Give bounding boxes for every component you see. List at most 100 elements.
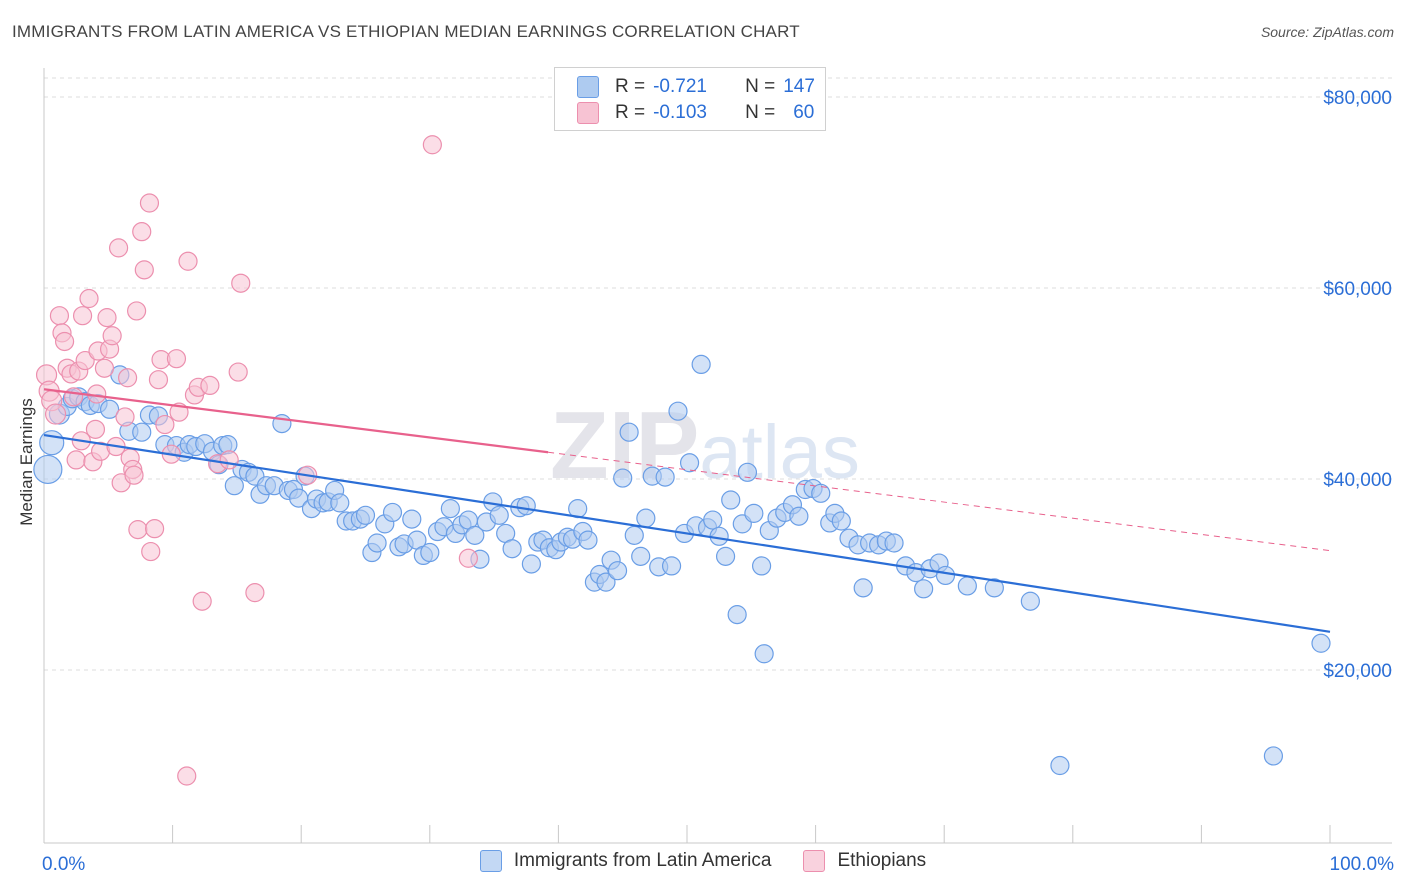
ethiopian-point xyxy=(54,331,75,352)
legend-n-value: 60 xyxy=(793,102,815,123)
latin-america-point xyxy=(402,509,422,529)
ethiopian-point xyxy=(124,465,144,485)
stats-legend: R = -0.721 N = 147 R = -0.103 N = 60 xyxy=(554,67,826,131)
latin-america-point xyxy=(613,468,633,488)
legend-n-label: N = xyxy=(745,76,776,97)
y-axis-label: Median Earnings xyxy=(17,398,36,526)
latin-america-point xyxy=(624,525,644,545)
latin-america-point xyxy=(935,565,956,586)
latin-america-point xyxy=(737,462,758,482)
chart-title: IMMIGRANTS FROM LATIN AMERICA VS ETHIOPI… xyxy=(12,22,800,41)
legend-item-latin-america: Immigrants from Latin America xyxy=(479,850,772,872)
legend-r-label: R = xyxy=(615,102,646,123)
latin-america-point xyxy=(754,644,774,664)
ethiopian-point xyxy=(134,260,154,280)
legend-n-value: 147 xyxy=(783,76,815,97)
ethiopian-point xyxy=(102,326,122,346)
legend-row-latin-america: R = -0.721 N = 147 xyxy=(577,75,815,99)
latin-america-point xyxy=(619,422,639,442)
x-tick-label: 100.0% xyxy=(1330,854,1395,875)
latin-america-point xyxy=(516,496,536,516)
latin-america-point xyxy=(831,511,851,531)
latin-america-point xyxy=(440,499,460,519)
latin-america-point xyxy=(1020,591,1040,611)
ethiopian-point xyxy=(72,306,93,326)
latin-america-point xyxy=(727,605,747,625)
latin-america-point xyxy=(721,490,741,510)
legend-swatch-latin-america xyxy=(577,76,599,98)
latin-america-point xyxy=(668,401,688,421)
ethiopian-point xyxy=(66,450,86,470)
ethiopian-point xyxy=(192,591,212,611)
ethiopian-point xyxy=(422,135,442,155)
legend-swatch-ethiopians xyxy=(577,102,599,124)
ethiopian-point xyxy=(200,375,220,396)
latin-america-point xyxy=(382,502,403,523)
y-tick-label: $20,000 xyxy=(1323,661,1392,682)
latin-america-point xyxy=(884,533,904,553)
ethiopian-point xyxy=(115,407,135,427)
latin-america-point xyxy=(853,578,873,598)
latin-america-point xyxy=(1311,633,1331,653)
legend-swatch-ethiopians xyxy=(803,850,826,872)
latin-america-point xyxy=(703,510,723,530)
legend-r-label: R = xyxy=(615,76,646,97)
legend-r-value: -0.103 xyxy=(653,102,707,123)
legend-item-ethiopians: Ethiopians xyxy=(803,850,926,872)
latin-america-point xyxy=(367,533,387,553)
y-tick-label: $60,000 xyxy=(1323,279,1392,300)
latin-america-point xyxy=(751,556,772,576)
latin-america-point xyxy=(636,508,656,528)
latin-america-point xyxy=(744,503,764,523)
latin-america-point xyxy=(914,579,934,599)
latin-america-point xyxy=(330,493,350,513)
ethiopian-point xyxy=(108,238,129,258)
ethiopian-point xyxy=(144,519,165,539)
trend-line-latin-america xyxy=(43,433,1331,633)
latin-america-point xyxy=(811,483,831,503)
latin-america-point xyxy=(789,506,809,526)
latin-america-point xyxy=(502,539,522,559)
latin-america-point xyxy=(1263,746,1284,766)
ethiopian-point xyxy=(177,766,197,786)
ethiopian-point xyxy=(132,222,152,242)
legend-row-ethiopians: R = -0.103 N = 60 xyxy=(577,101,814,125)
ethiopian-point xyxy=(79,288,99,309)
latin-america-point xyxy=(39,430,65,456)
legend-label-ethiopians: Ethiopians xyxy=(837,850,927,871)
trend-line-ethiopians xyxy=(43,388,549,454)
ethiopian-point xyxy=(141,541,161,562)
ethiopian-point xyxy=(178,251,198,271)
series-ethiopians-points xyxy=(35,135,478,786)
ethiopian-point xyxy=(117,368,138,388)
latin-america-point xyxy=(489,505,509,525)
ethiopian-point xyxy=(97,308,117,328)
ethiopian-point xyxy=(75,350,95,371)
latin-america-point xyxy=(132,422,152,442)
ethiopian-point xyxy=(166,349,187,369)
legend-label-latin-america: Immigrants from Latin America xyxy=(513,850,772,871)
latin-america-point xyxy=(596,572,616,592)
ethiopian-point xyxy=(231,273,251,293)
ethiopian-point xyxy=(126,301,147,321)
latin-america-point xyxy=(984,578,1004,598)
latin-america-point xyxy=(420,542,440,563)
latin-america-point xyxy=(99,399,120,419)
latin-america-point xyxy=(607,561,628,581)
latin-america-point xyxy=(957,576,977,596)
legend-r-value: -0.721 xyxy=(653,76,707,97)
x-tick-label: 0.0% xyxy=(42,854,85,875)
ethiopian-point xyxy=(44,403,67,425)
latin-america-point xyxy=(355,505,376,525)
ethiopian-point xyxy=(155,414,175,435)
latin-america-point xyxy=(715,546,736,566)
y-tick-label: $80,000 xyxy=(1323,88,1392,109)
latin-america-point xyxy=(224,476,244,496)
latin-america-point xyxy=(578,530,598,550)
ethiopian-point xyxy=(94,358,115,378)
ethiopian-point xyxy=(63,387,84,407)
latin-america-point xyxy=(631,546,651,566)
latin-america-point xyxy=(465,525,485,545)
latin-america-point xyxy=(33,454,63,485)
latin-america-point xyxy=(661,556,682,576)
